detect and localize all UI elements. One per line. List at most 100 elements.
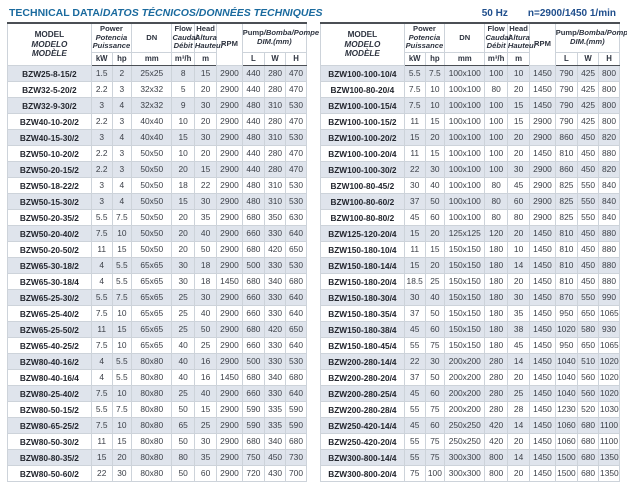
value-cell: 590 <box>241 401 266 419</box>
value-cell: 330 <box>264 225 287 243</box>
model-cell: BZW100-100-15/4 <box>320 97 405 115</box>
value-cell: 1450 <box>529 289 556 307</box>
value-cell: 20 <box>506 145 531 163</box>
value-cell: 1500 <box>554 465 579 483</box>
value-cell: 30 <box>193 289 218 307</box>
table-row: BZW80-65-25/2 7.5 10 80x80 65 25 2900 590 335 590 <box>7 417 307 435</box>
value-cell: 80x80 <box>131 369 173 387</box>
col-head-en: Head <box>509 24 528 33</box>
value-cell: 32x32 <box>131 97 173 115</box>
table-row: BZW150-180-45/4 55 75 150x150 180 45 1450 950 65… <box>320 337 620 355</box>
value-cell: 2900 <box>529 193 556 211</box>
value-cell: 15 <box>193 161 218 179</box>
table-row: BZW250-420-14/4 45 60 250x250 420 14 1450 1060 6… <box>320 417 620 435</box>
table-row: BZW50-20-50/2 11 15 50x50 20 50 2900 680 420 650 <box>7 241 307 259</box>
value-cell: 680 <box>577 449 600 467</box>
value-cell: 45 <box>403 385 426 403</box>
value-cell: 25 <box>171 321 195 339</box>
value-cell: 330 <box>264 305 287 323</box>
value-cell: 860 <box>554 161 579 179</box>
table-row: BZW100-100-15/2 11 15 100x100 100 15 2900 790 42… <box>320 113 620 131</box>
table-row: BZW25-8-15/2 1.5 2 25x25 8 15 2900 440 280 470 <box>7 65 307 83</box>
value-cell: 480 <box>241 129 266 147</box>
value-cell: 810 <box>554 145 579 163</box>
value-cell: 420 <box>484 417 508 435</box>
value-cell: 480 <box>241 177 266 195</box>
model-cell: BZW80-50-60/2 <box>7 465 92 483</box>
right-table-wrap: MODEL MODELO MODÈLE Power Potencia Puiss… <box>320 22 627 483</box>
value-cell: 80 <box>484 209 508 227</box>
value-cell: 425 <box>577 81 600 99</box>
col-flow: Flow Caudal Débit <box>484 23 511 54</box>
value-cell: 880 <box>598 241 620 259</box>
model-cell: BZW65-40-25/2 <box>7 337 92 355</box>
table-row: BZW80-40-16/4 4 5.5 80x80 40 16 1450 680 340 680 <box>7 369 307 387</box>
value-cell: 120 <box>484 225 508 243</box>
value-cell: 15 <box>171 129 195 147</box>
value-cell: 5.5 <box>403 65 426 83</box>
value-cell: 7.5 <box>90 417 113 435</box>
value-cell: 32x32 <box>131 81 173 99</box>
value-cell: 2900 <box>216 129 243 147</box>
value-cell: 800 <box>598 65 620 83</box>
value-cell: 15 <box>403 225 426 243</box>
left-table-wrap: MODEL MODELO MODÈLE Power Potencia Puiss… <box>7 22 319 483</box>
col-flow-en: Flow <box>487 24 505 33</box>
table-row: BZW200-280-14/4 22 30 200x200 280 14 1450 1040 5… <box>320 353 620 371</box>
col-dn: DN <box>131 23 173 54</box>
value-cell: 65x65 <box>131 305 173 323</box>
value-cell: 30 <box>403 289 426 307</box>
value-cell: 25 <box>506 385 531 403</box>
value-cell: 1100 <box>598 417 620 435</box>
value-cell: 200x200 <box>444 369 486 387</box>
value-cell: 40 <box>171 369 195 387</box>
value-cell: 100x100 <box>444 177 486 195</box>
value-cell: 680 <box>241 369 266 387</box>
value-cell: 550 <box>577 177 600 195</box>
value-cell: 930 <box>598 321 620 339</box>
value-cell: 150x150 <box>444 321 486 339</box>
value-cell: 14 <box>506 417 531 435</box>
value-cell: 2900 <box>216 209 243 227</box>
col-model-es: MODELO <box>344 39 381 49</box>
table-row: BZW150-180-14/4 15 20 150x150 180 14 1450 810 45… <box>320 257 620 275</box>
value-cell: 50x50 <box>131 209 173 227</box>
model-cell: BZW200-280-25/4 <box>320 385 405 403</box>
model-cell: BZW200-280-20/4 <box>320 369 405 387</box>
table-row: BZW100-80-60/2 37 50 100x100 80 60 2900 825 550 8… <box>320 193 620 211</box>
value-cell: 1450 <box>529 369 556 387</box>
value-cell: 20 <box>506 369 531 387</box>
technical-data-table-left: MODEL MODELO MODÈLE Power Potencia Puiss… <box>7 22 319 483</box>
value-cell: 530 <box>285 193 307 211</box>
value-cell: 10 <box>506 65 531 83</box>
value-cell: 680 <box>241 273 266 291</box>
value-cell: 37 <box>403 193 426 211</box>
value-cell: 20 <box>506 465 531 483</box>
value-cell: 1065 <box>598 305 620 323</box>
value-cell: 590 <box>285 401 307 419</box>
value-cell: 180 <box>484 289 508 307</box>
value-cell: 30 <box>506 161 531 179</box>
col-power: Power Potencia Puissance <box>403 23 446 54</box>
value-cell: 280 <box>264 145 287 163</box>
value-cell: 75 <box>403 465 426 483</box>
col-model: MODEL MODELO MODÈLE <box>320 23 405 67</box>
col-head-es: Altura <box>194 32 217 42</box>
table-row: BZW300-800-20/4 75 100 300x300 800 20 1450 1500… <box>320 465 620 483</box>
value-cell: 10 <box>424 81 446 99</box>
value-cell: 860 <box>554 129 579 147</box>
value-cell: 180 <box>484 257 508 275</box>
value-cell: 335 <box>264 401 287 419</box>
value-cell: 50x50 <box>131 241 173 259</box>
value-cell: 680 <box>577 417 600 435</box>
value-cell: 80x80 <box>131 401 173 419</box>
value-cell: 280 <box>264 65 287 83</box>
value-cell: 310 <box>264 177 287 195</box>
value-cell: 3 <box>111 145 133 163</box>
value-cell: 250x250 <box>444 417 486 435</box>
value-cell: 80x80 <box>131 465 173 483</box>
table-row: BZW50-20-40/2 7.5 10 50x50 20 40 2900 660 330 640 <box>7 225 307 243</box>
value-cell: 100 <box>484 65 508 83</box>
value-cell: 60 <box>424 321 446 339</box>
value-cell: 10 <box>111 337 133 355</box>
